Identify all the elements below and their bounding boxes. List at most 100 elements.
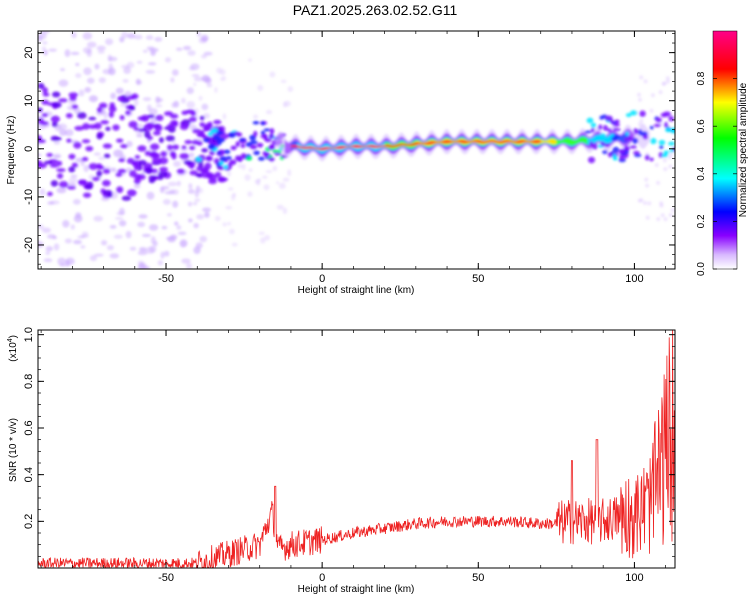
spectral-blob [668, 141, 675, 146]
spectral-blob [141, 171, 146, 175]
spectral-blob [86, 77, 95, 84]
spectral-blob [231, 242, 238, 247]
spectral-blob [85, 145, 94, 152]
spectral-blob [65, 113, 73, 119]
spectral-blob [669, 148, 674, 153]
spectral-blob [613, 127, 618, 131]
spectral-blob [172, 120, 179, 127]
spectral-blob [60, 68, 66, 72]
y-tick-label: 20 [23, 47, 35, 59]
spectral-blob [230, 193, 236, 201]
spectral-blob [73, 239, 82, 245]
spectral-blob [252, 120, 260, 125]
spectral-blob [618, 148, 626, 155]
spectral-blob [644, 154, 650, 161]
spectral-blob [83, 67, 92, 76]
spectral-blob [194, 198, 201, 203]
colorbar-tick-label: 0.0 [696, 262, 707, 276]
spectral-blob [82, 47, 92, 54]
spectral-blob [625, 113, 632, 118]
spectral-blob [193, 82, 197, 87]
spectral-blob [108, 111, 115, 118]
spectral-blob [639, 75, 644, 80]
spectral-blob [134, 98, 139, 107]
spectral-blob [172, 200, 179, 208]
spectral-blob [660, 213, 665, 218]
spectral-blob [222, 222, 228, 227]
spectral-blob [206, 83, 213, 88]
spectral-blob [78, 89, 85, 97]
spectral-blob [157, 260, 164, 266]
spectral-blob [639, 118, 644, 123]
spectral-blob [128, 120, 138, 129]
spectral-blob [660, 112, 668, 118]
spectral-blob [96, 133, 103, 140]
spectral-blob [38, 153, 42, 157]
colorbar-gradient [712, 30, 738, 270]
spectral-blob [665, 127, 672, 133]
spectral-blob [42, 41, 48, 45]
spectral-blob [165, 135, 175, 142]
spectral-blob [633, 128, 639, 133]
spectral-blob [72, 198, 81, 205]
spectral-blob [633, 153, 642, 158]
spectral-blob [258, 231, 265, 235]
spectral-blob [649, 157, 654, 162]
spectral-blob [44, 160, 53, 165]
spectral-blob [169, 189, 176, 195]
spectral-blob [204, 162, 212, 170]
spectral-blob [100, 240, 108, 246]
x-tick-label: 100 [625, 273, 643, 285]
spectral-blob [203, 113, 210, 119]
spectral-blob [274, 152, 282, 156]
spectral-blob [100, 119, 109, 125]
spectral-blob [649, 108, 654, 113]
spectral-blob [218, 166, 225, 171]
x-tick-label: -50 [158, 572, 174, 584]
spectral-blob [54, 136, 62, 141]
spectral-blob [669, 152, 674, 157]
spectral-blob [71, 162, 78, 168]
spectral-blob [43, 258, 53, 263]
spectral-blob [171, 102, 176, 108]
spectral-blob [584, 130, 592, 134]
spectral-blob [58, 180, 69, 188]
spectral-blob [258, 156, 265, 161]
spectral-blob [59, 129, 67, 136]
spectral-blob [176, 180, 181, 187]
spectral-blob [106, 245, 115, 251]
spectral-blob [145, 35, 154, 41]
spectral-blob [70, 224, 75, 230]
spectral-blob [38, 240, 44, 248]
spectral-blob [121, 195, 132, 201]
spectral-blob [215, 131, 224, 135]
spectral-blob [102, 143, 113, 149]
spectral-blob [187, 201, 193, 207]
spectral-blob [196, 140, 203, 146]
spectral-blob [64, 49, 71, 57]
spectral-blob [222, 76, 227, 81]
spectral-blob [126, 189, 137, 197]
spectral-blob [667, 155, 672, 160]
spectral-blob [169, 151, 176, 158]
spectral-blob [142, 97, 152, 102]
spectral-blob [96, 170, 103, 177]
spectral-blob [605, 115, 613, 122]
spectral-blob [53, 140, 61, 145]
spectral-blob [260, 237, 266, 244]
spectral-blob [160, 251, 165, 259]
spectral-blob [179, 239, 188, 248]
spectral-blob [603, 124, 608, 132]
bottom-x-axis: -50 0 50 100 [40, 330, 666, 584]
spectral-blob [53, 243, 60, 251]
spectral-blob [50, 115, 61, 123]
spectral-blob [83, 165, 89, 173]
spectral-blob [115, 87, 124, 95]
spectral-blob [82, 192, 92, 198]
spectral-blob [600, 141, 605, 147]
spectral-blob [666, 79, 671, 84]
spectral-blob [147, 62, 157, 66]
spectral-blob [602, 149, 608, 155]
spectral-blob [67, 185, 76, 190]
spectral-blob [650, 93, 655, 98]
